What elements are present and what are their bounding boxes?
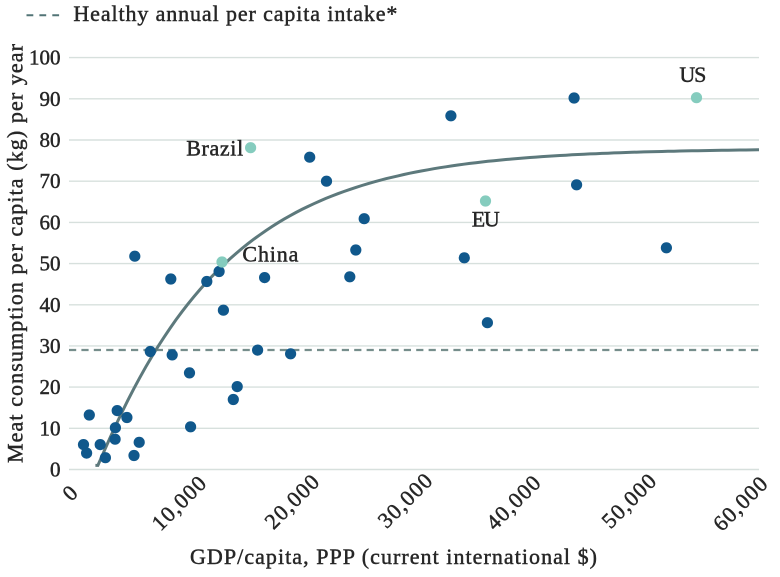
svg-text:60: 60 [40,210,61,234]
svg-text:90: 90 [40,87,61,111]
svg-text:50: 50 [40,252,61,276]
svg-text:30: 30 [40,334,61,358]
svg-text:GDP/capita, PPP (current inter: GDP/capita, PPP (current international $… [190,544,597,569]
svg-text:80: 80 [40,128,61,152]
svg-text:Meat consumption per capita (k: Meat consumption per capita (kg) per yea… [3,43,28,463]
svg-text:Healthy annual per capita inta: Healthy annual per capita intake* [73,1,397,26]
svg-text:EU: EU [472,206,500,231]
svg-text:US: US [679,62,706,87]
svg-text:100: 100 [29,46,61,70]
svg-text:20: 20 [40,375,61,399]
svg-text:70: 70 [40,169,61,193]
svg-text:Brazil: Brazil [186,136,243,161]
svg-text:China: China [242,242,298,267]
svg-text:40: 40 [40,293,61,317]
svg-text:0: 0 [50,458,61,482]
svg-text:10: 10 [40,416,61,440]
